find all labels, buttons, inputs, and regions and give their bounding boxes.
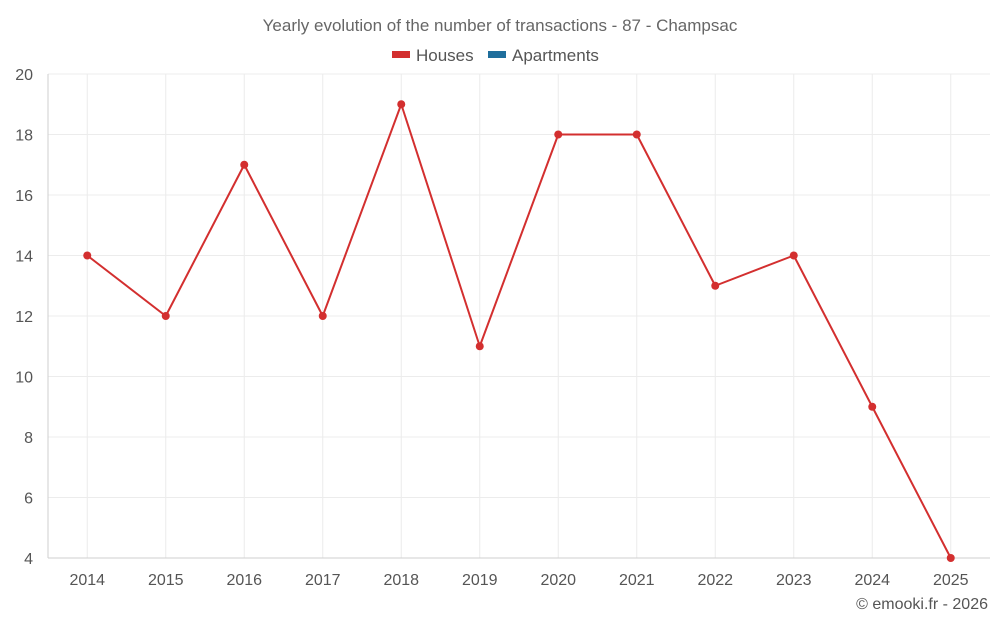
data-point-houses-2015[interactable] bbox=[161, 312, 170, 320]
legend-label-apartments: Apartments bbox=[512, 46, 599, 65]
x-tick-label-2014: 2014 bbox=[69, 572, 105, 589]
legend-label-houses: Houses bbox=[416, 46, 474, 65]
data-point-houses-2024[interactable] bbox=[868, 402, 877, 411]
y-tick-label-12: 12 bbox=[15, 309, 33, 326]
data-point-houses-2021[interactable] bbox=[632, 130, 641, 139]
data-point-houses-2025[interactable] bbox=[946, 554, 955, 562]
x-tick-label-2015: 2015 bbox=[148, 572, 184, 589]
chart-title: Yearly evolution of the number of transa… bbox=[263, 16, 738, 35]
data-point-houses-2019[interactable] bbox=[475, 342, 484, 351]
y-tick-label-14: 14 bbox=[15, 249, 33, 266]
x-tick-label-2022: 2022 bbox=[697, 572, 733, 589]
data-point-houses-2023[interactable] bbox=[789, 251, 798, 260]
x-tick-label-2024: 2024 bbox=[854, 572, 890, 589]
y-tick-label-10: 10 bbox=[15, 370, 33, 387]
grid-lines bbox=[48, 73, 990, 558]
legend-item-houses[interactable]: Houses bbox=[392, 46, 474, 65]
legend-swatch-houses bbox=[392, 51, 410, 58]
x-tick-label-2021: 2021 bbox=[619, 572, 655, 589]
legend: Houses Apartments bbox=[392, 46, 599, 65]
series-line-houses bbox=[86, 103, 952, 559]
y-tick-label-6: 6 bbox=[24, 491, 33, 508]
x-tick-label-2023: 2023 bbox=[776, 572, 812, 589]
data-point-houses-2018[interactable] bbox=[397, 100, 406, 109]
x-tick-label-2025: 2025 bbox=[933, 572, 969, 589]
x-tick-label-2018: 2018 bbox=[383, 572, 419, 589]
y-tick-label-18: 18 bbox=[15, 128, 33, 145]
y-tick-label-8: 8 bbox=[24, 430, 33, 447]
x-tick-label-2016: 2016 bbox=[226, 572, 262, 589]
y-tick-label-20: 20 bbox=[15, 67, 33, 84]
y-axis-ticks: 4 6 8 10 12 14 16 18 20 bbox=[15, 67, 33, 568]
x-tick-label-2019: 2019 bbox=[462, 572, 498, 589]
series-layer bbox=[83, 100, 955, 562]
y-tick-label-4: 4 bbox=[24, 551, 33, 568]
axes bbox=[47, 74, 990, 559]
data-point-houses-2016[interactable] bbox=[240, 160, 249, 169]
y-tick-label-16: 16 bbox=[15, 188, 33, 205]
data-point-houses-2014[interactable] bbox=[83, 251, 92, 260]
x-axis-ticks: 2014 2015 2016 2017 2018 2019 2020 2021 2022 2023… bbox=[69, 572, 968, 589]
x-tick-label-2020: 2020 bbox=[540, 572, 576, 589]
legend-swatch-apartments bbox=[488, 51, 506, 58]
credit-text: © emooki.fr - 2026 bbox=[856, 596, 988, 613]
data-point-houses-2020[interactable] bbox=[554, 130, 563, 139]
legend-item-apartments[interactable]: Apartments bbox=[488, 46, 599, 65]
x-tick-label-2017: 2017 bbox=[305, 572, 341, 589]
data-point-houses-2017[interactable] bbox=[318, 312, 327, 320]
data-point-houses-2022[interactable] bbox=[711, 281, 720, 290]
